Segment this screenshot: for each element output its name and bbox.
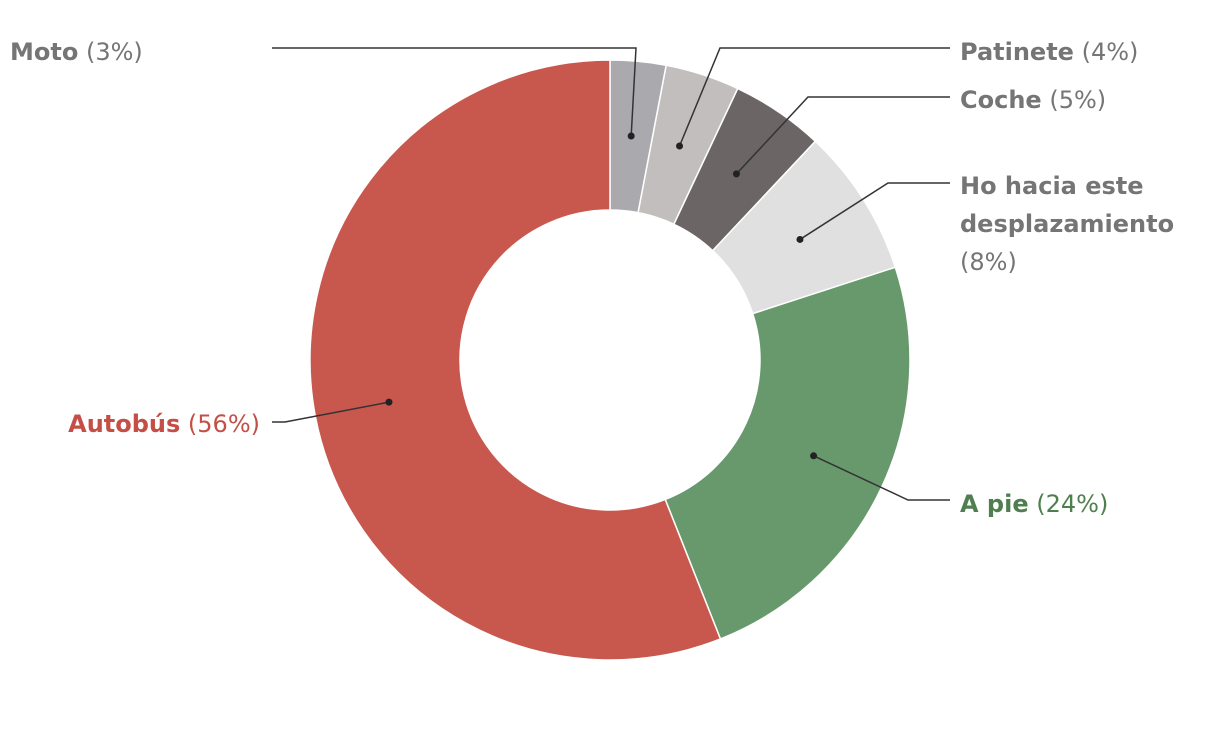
label-autobus: Autobús (56%) xyxy=(68,410,260,438)
leader-line-moto xyxy=(272,47,637,137)
leader-line-coche xyxy=(735,96,950,175)
leader-line-a-pie xyxy=(813,455,950,501)
leader-dot-ho-hacia-este-desplazamiento xyxy=(796,235,804,243)
label-patinete: Patinete (4%) xyxy=(960,38,1138,66)
leader-line-autobus xyxy=(272,401,390,423)
label-coche: Coche (5%) xyxy=(960,86,1106,114)
leader-dot-a-pie xyxy=(810,452,818,460)
leader-dot-moto xyxy=(627,132,635,140)
label-a-pie: A pie (24%) xyxy=(960,490,1108,518)
leader-dot-autobus xyxy=(385,398,393,406)
label-ho-hacia-este-desplazamiento: Ho hacia este desplazamiento (8%) xyxy=(960,172,1174,276)
label-moto: Moto (3%) xyxy=(10,38,143,66)
slice-a-pie xyxy=(664,266,911,640)
leader-dot-patinete xyxy=(676,142,684,150)
leader-line-patinete xyxy=(678,47,950,147)
leader-line-ho-hacia-este-desplazamiento xyxy=(799,182,950,241)
leader-dot-coche xyxy=(732,170,740,178)
slice-autobus xyxy=(309,59,722,661)
